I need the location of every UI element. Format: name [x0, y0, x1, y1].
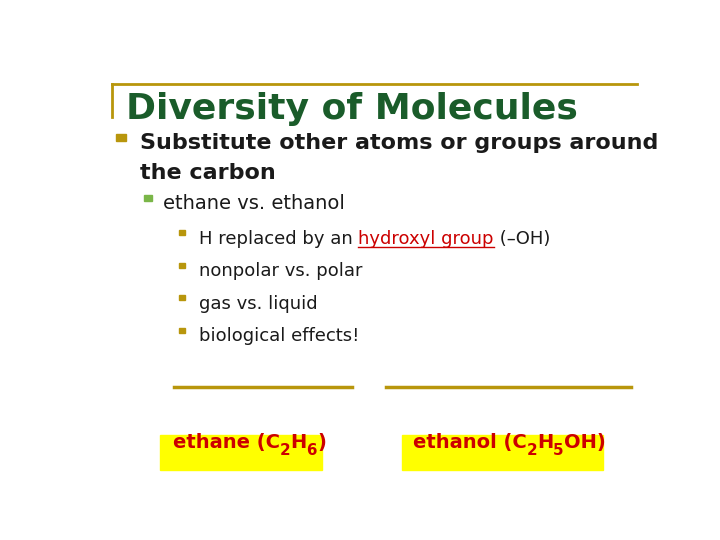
- Text: OH): OH): [564, 433, 606, 453]
- FancyBboxPatch shape: [116, 134, 126, 141]
- Text: biological effects!: biological effects!: [199, 327, 359, 345]
- Text: the carbon: the carbon: [140, 163, 276, 183]
- Text: (–OH): (–OH): [494, 230, 550, 248]
- Text: Diversity of Molecules: Diversity of Molecules: [126, 92, 578, 126]
- Text: 2: 2: [526, 443, 537, 458]
- Text: ethanol (C: ethanol (C: [413, 433, 526, 453]
- FancyBboxPatch shape: [179, 263, 186, 268]
- Text: nonpolar vs. polar: nonpolar vs. polar: [199, 262, 362, 280]
- Text: H: H: [537, 433, 553, 453]
- Text: ethane (C: ethane (C: [173, 433, 279, 453]
- FancyBboxPatch shape: [144, 194, 153, 201]
- Text: 6: 6: [307, 443, 317, 458]
- FancyBboxPatch shape: [402, 435, 603, 470]
- Text: 2: 2: [279, 443, 290, 458]
- Text: Substitute other atoms or groups around: Substitute other atoms or groups around: [140, 133, 659, 153]
- Text: ): ): [317, 433, 326, 453]
- Text: 5: 5: [553, 443, 564, 458]
- Text: gas vs. liquid: gas vs. liquid: [199, 295, 318, 313]
- Text: ethane vs. ethanol: ethane vs. ethanol: [163, 194, 344, 213]
- Text: H: H: [290, 433, 307, 453]
- FancyBboxPatch shape: [179, 230, 186, 235]
- FancyBboxPatch shape: [160, 435, 322, 470]
- Text: hydroxyl group: hydroxyl group: [359, 230, 494, 248]
- FancyBboxPatch shape: [179, 328, 186, 333]
- FancyBboxPatch shape: [179, 295, 186, 300]
- Text: H replaced by an: H replaced by an: [199, 230, 359, 248]
